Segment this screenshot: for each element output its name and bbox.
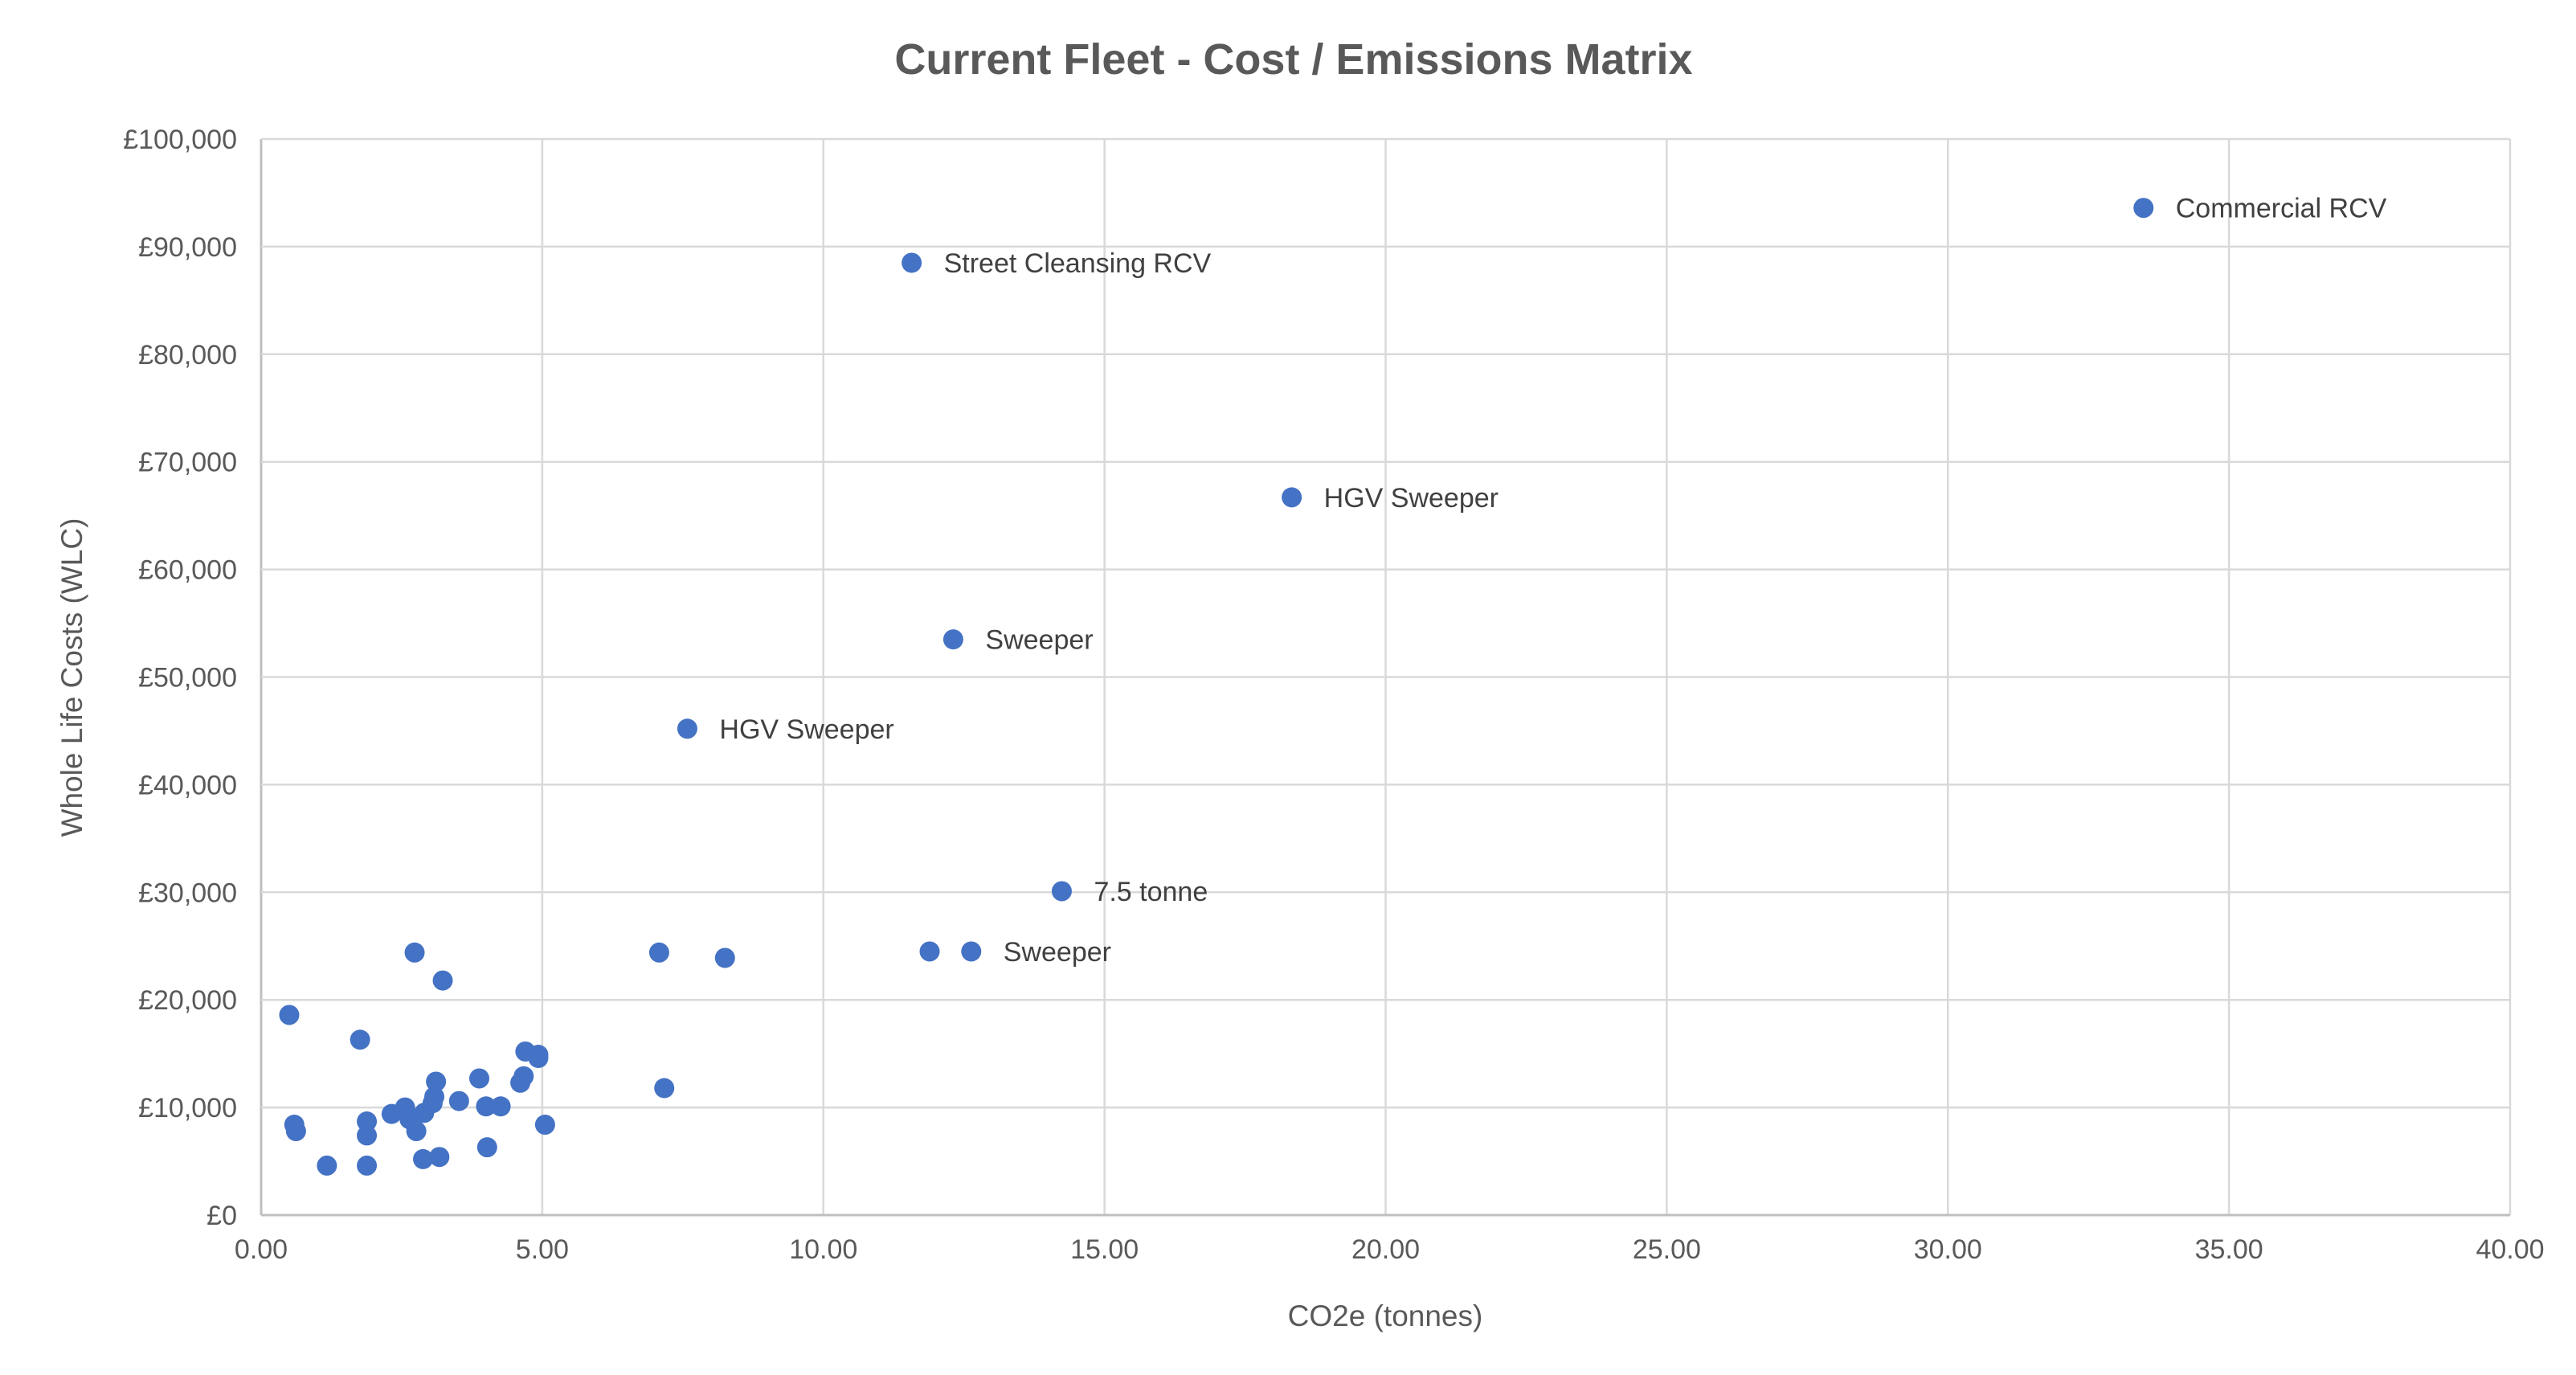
x-tick-label: 25.00 — [1633, 1234, 1701, 1265]
data-point — [413, 1148, 434, 1169]
data-point — [285, 1121, 306, 1142]
data-label: 7.5 tonne — [1094, 877, 1208, 907]
x-tick-label: 0.00 — [235, 1234, 288, 1265]
data-point — [902, 252, 922, 273]
y-tick-label: £40,000 — [138, 770, 237, 800]
data-label: HGV Sweeper — [1324, 483, 1499, 514]
data-point — [357, 1155, 378, 1176]
y-tick-label: £80,000 — [138, 340, 237, 370]
y-tick-label: £90,000 — [138, 232, 237, 263]
data-point — [422, 1093, 443, 1114]
x-tick-label: 15.00 — [1070, 1234, 1139, 1265]
data-point — [714, 947, 735, 968]
x-axis-title: CO2e (tonnes) — [1288, 1299, 1483, 1332]
y-tick-label: £30,000 — [138, 878, 237, 908]
x-tick-label: 20.00 — [1351, 1234, 1420, 1265]
y-tick-label: £50,000 — [138, 663, 237, 694]
data-point — [350, 1029, 370, 1050]
data-point — [534, 1115, 555, 1136]
data-point — [448, 1091, 469, 1111]
y-tick-label: £100,000 — [123, 125, 237, 155]
data-point — [2133, 198, 2154, 219]
data-point — [279, 1005, 300, 1025]
x-tick-label: 30.00 — [1914, 1234, 1982, 1265]
tick-labels: 0.00 5.00 10.00 15.00 20.00 25.00 30.00 35.00 40… — [123, 125, 2544, 1265]
data-point — [469, 1068, 490, 1089]
data-point — [654, 1078, 675, 1099]
data-point — [942, 629, 963, 650]
data-point — [1282, 487, 1302, 508]
data-point — [648, 942, 669, 963]
data-label: Sweeper — [985, 625, 1093, 656]
y-tick-label: £60,000 — [138, 555, 237, 586]
data-point — [317, 1155, 337, 1176]
data-point — [513, 1066, 534, 1086]
data-point — [476, 1137, 497, 1158]
data-label: Sweeper — [1004, 937, 1111, 968]
data-point — [961, 941, 982, 962]
x-tick-label: 10.00 — [789, 1234, 857, 1265]
data-label: HGV Sweeper — [719, 714, 893, 745]
data-point — [476, 1096, 497, 1117]
data-point — [1051, 881, 1072, 902]
x-tick-label: 40.00 — [2476, 1234, 2544, 1265]
data-point — [404, 942, 425, 963]
data-point — [357, 1125, 378, 1146]
data-point — [919, 941, 940, 962]
gridlines — [260, 137, 2512, 1217]
y-tick-label: £10,000 — [138, 1093, 237, 1123]
data-point — [429, 1147, 450, 1168]
y-tick-label: £20,000 — [138, 985, 237, 1016]
data-point — [426, 1071, 447, 1092]
x-tick-label: 35.00 — [2195, 1234, 2263, 1265]
x-tick-label: 5.00 — [516, 1234, 569, 1265]
chart-title: Current Fleet - Cost / Emissions Matrix — [894, 35, 1692, 84]
y-tick-label: £0 — [206, 1201, 237, 1231]
y-axis-title: Whole Life Costs (WLC) — [55, 518, 88, 837]
data-label: Commercial RCV — [2176, 194, 2387, 224]
data-points: HGV Sweeper Street Cleansing RCV Sweeper Sw… — [279, 194, 2387, 1176]
data-point — [432, 970, 453, 991]
y-tick-label: £70,000 — [138, 448, 237, 478]
data-point — [406, 1121, 427, 1142]
data-point — [490, 1096, 511, 1117]
data-label: Street Cleansing RCV — [944, 248, 1212, 279]
data-point — [528, 1048, 549, 1069]
data-point — [357, 1111, 378, 1132]
data-point — [677, 718, 697, 739]
